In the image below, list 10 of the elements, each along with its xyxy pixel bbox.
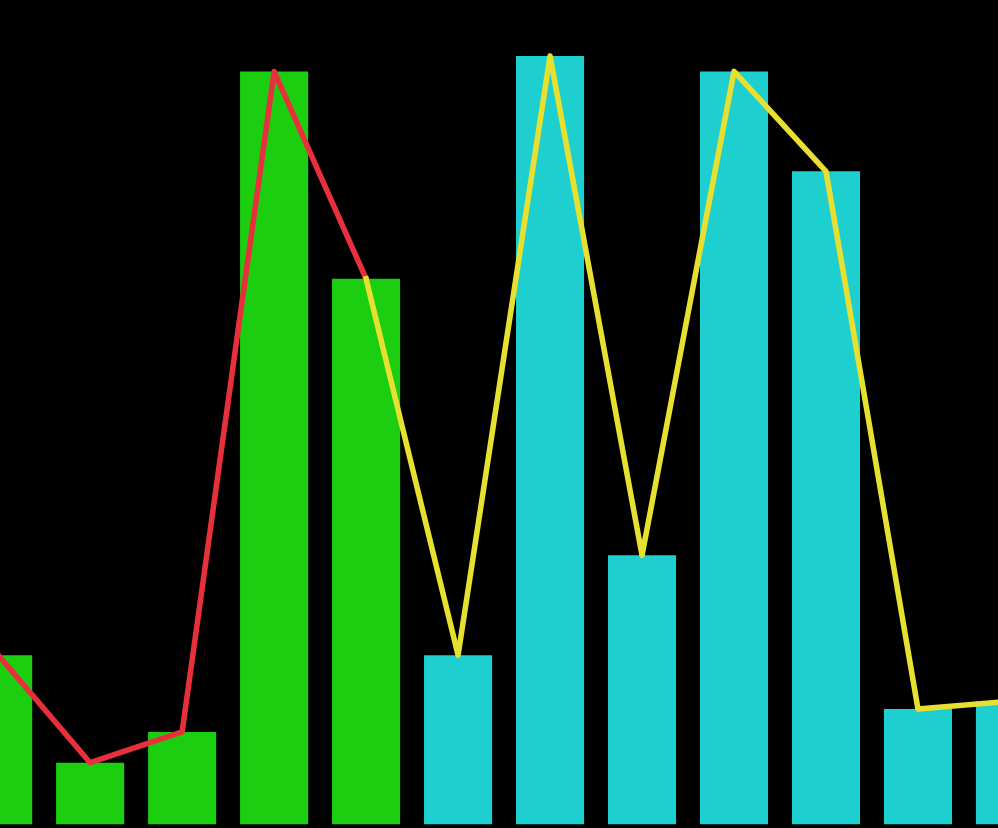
bar	[240, 71, 309, 825]
bar	[148, 731, 217, 825]
bar	[883, 708, 953, 825]
bar	[699, 71, 769, 825]
bar	[791, 171, 861, 825]
bar	[56, 762, 125, 825]
bar	[424, 655, 493, 825]
bar	[332, 278, 401, 825]
bar	[608, 555, 677, 825]
bar	[516, 56, 585, 825]
